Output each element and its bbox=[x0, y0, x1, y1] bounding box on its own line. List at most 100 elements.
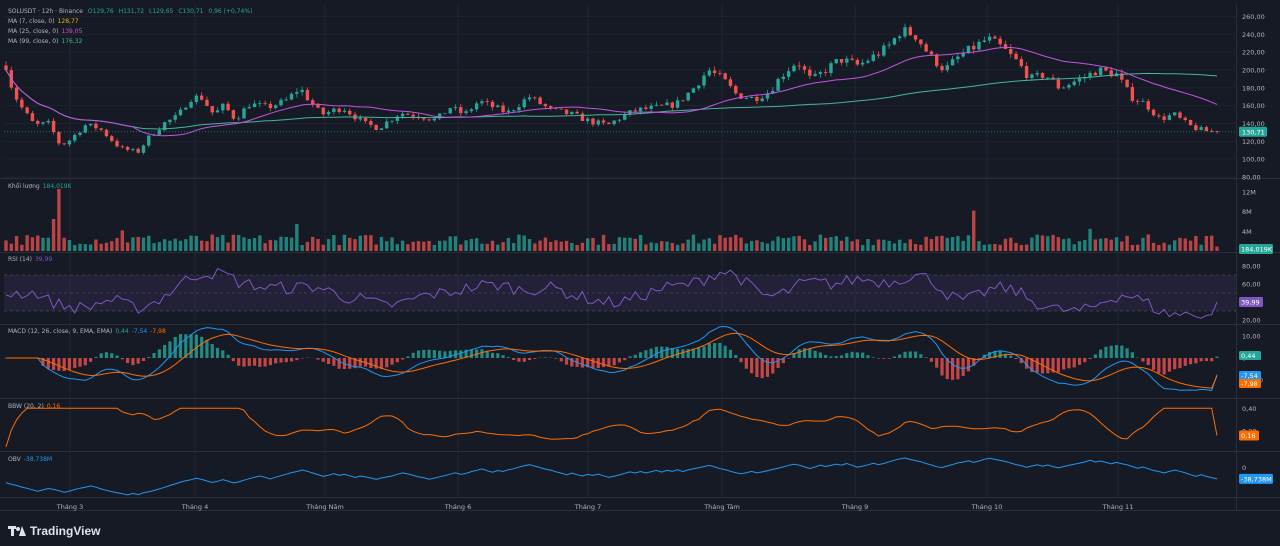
macd-hist-bar bbox=[104, 352, 109, 358]
volume-bar bbox=[374, 244, 378, 251]
candle-body bbox=[1151, 109, 1156, 116]
candle-body bbox=[268, 103, 273, 109]
volume-bar bbox=[607, 244, 611, 251]
candle-body bbox=[823, 72, 828, 74]
candle-body bbox=[427, 119, 431, 121]
rsi-label[interactable]: RSI (14) bbox=[8, 256, 32, 263]
volume-axis-tick: 8M bbox=[1242, 208, 1252, 216]
bbw-label[interactable]: BBW (20, 2) bbox=[8, 403, 44, 410]
macd-hist-bar bbox=[665, 346, 669, 358]
volume-bar bbox=[422, 241, 426, 251]
macd-hist-bar bbox=[802, 348, 807, 358]
volume-bar bbox=[1024, 244, 1029, 251]
ma25-line bbox=[5, 47, 1218, 137]
candle-body bbox=[443, 113, 447, 115]
macd-hist-bar bbox=[1035, 358, 1039, 373]
volume-bar bbox=[1210, 235, 1214, 251]
volume-bar bbox=[490, 240, 495, 251]
candle-body bbox=[453, 107, 458, 109]
candle-body bbox=[850, 58, 854, 60]
volume-bar bbox=[147, 235, 151, 251]
candle-body bbox=[406, 113, 410, 115]
macd-hist-bar bbox=[321, 358, 325, 362]
volume-bar bbox=[691, 234, 696, 251]
macd-hist-bar bbox=[718, 342, 722, 358]
macd-hist-bar bbox=[379, 358, 384, 370]
candle-body bbox=[4, 65, 8, 71]
candle-body bbox=[977, 41, 981, 50]
volume-value: 184,019K bbox=[42, 183, 72, 190]
volume-bar bbox=[1172, 240, 1177, 251]
last-price-badge bbox=[1239, 126, 1267, 137]
volume-bar bbox=[411, 241, 415, 251]
volume-bar bbox=[1114, 237, 1119, 251]
candle-body bbox=[935, 54, 939, 67]
candle-body bbox=[88, 123, 93, 126]
obv-label[interactable]: OBV bbox=[8, 456, 21, 463]
candle-body bbox=[776, 79, 780, 91]
time-axis-tick: Tháng 7 bbox=[574, 503, 602, 511]
candle-body bbox=[972, 45, 976, 50]
rsi-axis-tick: 20,00 bbox=[1242, 317, 1261, 325]
volume-bar bbox=[797, 235, 801, 251]
volume-bar bbox=[792, 236, 796, 251]
volume-bar bbox=[1040, 235, 1045, 251]
macd-hist-bar bbox=[623, 358, 627, 361]
macd-hist-bar bbox=[406, 356, 410, 358]
macd-hist-bar bbox=[506, 357, 510, 358]
symbol-label[interactable]: SOLUSDT · 12h · Binance bbox=[8, 8, 83, 15]
candle-body bbox=[760, 98, 764, 102]
macd-hist-bar bbox=[126, 358, 130, 364]
ma99-label[interactable]: MA (99, close, 0) bbox=[8, 38, 59, 45]
volume-bar bbox=[707, 238, 712, 251]
macd-hist-value: 0,44 bbox=[115, 328, 129, 335]
volume-bar bbox=[390, 237, 394, 251]
macd-hist-bar bbox=[808, 348, 812, 358]
volume-bar bbox=[712, 243, 717, 251]
candle-body bbox=[104, 129, 109, 137]
macd-label[interactable]: MACD (12, 26, close, 9, EMA, EMA) bbox=[8, 328, 113, 335]
volume-bar bbox=[601, 234, 606, 251]
volume-bar bbox=[898, 239, 902, 251]
candle-body bbox=[258, 103, 262, 105]
candle-body bbox=[670, 102, 675, 108]
candle-body bbox=[1194, 125, 1198, 130]
macd-hist-bar bbox=[289, 358, 294, 362]
macd-hist-bar bbox=[1109, 345, 1113, 358]
ma7-value: 128,77 bbox=[57, 18, 79, 25]
candle-body bbox=[83, 125, 88, 133]
volume-bar bbox=[1188, 240, 1193, 251]
volume-bar bbox=[871, 245, 875, 251]
volume-bar bbox=[501, 242, 505, 251]
macd-hist-bar bbox=[120, 358, 124, 360]
macd-line-badge-value: -7,54 bbox=[1241, 372, 1258, 380]
volume-bar bbox=[279, 236, 283, 251]
candle-body bbox=[834, 59, 838, 64]
candle-body bbox=[78, 132, 82, 135]
price-axis-tick: 120,00 bbox=[1242, 138, 1265, 146]
rsi-axis-tick: 80,00 bbox=[1242, 263, 1261, 271]
volume-label[interactable]: Khối lượng bbox=[8, 183, 40, 190]
candle-body bbox=[882, 45, 886, 56]
candle-body bbox=[575, 111, 579, 114]
volume-bar bbox=[448, 236, 452, 251]
macd-axis-tick: 10,00 bbox=[1242, 332, 1261, 340]
macd-hist-bar bbox=[1188, 358, 1193, 365]
macd-hist-bar bbox=[638, 352, 643, 358]
candle-body bbox=[1024, 66, 1029, 78]
candle-body bbox=[252, 103, 257, 108]
volume-bar bbox=[644, 244, 648, 251]
macd-hist-bar bbox=[374, 358, 378, 369]
candle-body bbox=[580, 113, 585, 122]
tradingview-logo[interactable]: TradingView bbox=[8, 523, 100, 539]
volume-bar bbox=[395, 244, 400, 251]
candle-body bbox=[591, 118, 595, 125]
ma25-label[interactable]: MA (25, close, 0) bbox=[8, 28, 59, 35]
ma7-label[interactable]: MA (7, close, 0) bbox=[8, 18, 55, 25]
macd-hist-bar bbox=[845, 353, 849, 358]
candle-body bbox=[876, 54, 881, 56]
macd-hist-bar bbox=[448, 350, 452, 358]
volume-bar bbox=[1051, 234, 1055, 251]
macd-hist-bar bbox=[734, 354, 738, 358]
